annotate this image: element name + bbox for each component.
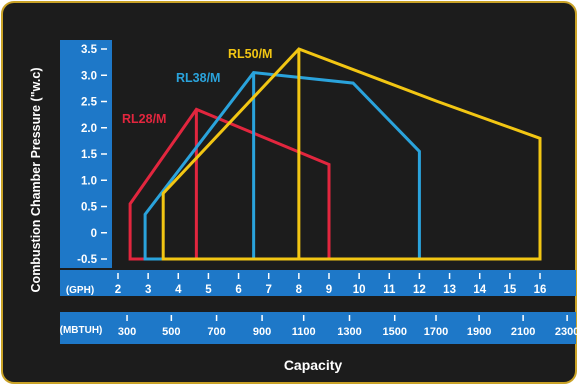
y-tick-label: 3.0 [81, 70, 97, 82]
x-tick-label: 10 [353, 284, 366, 296]
x-axis-title: Capacity [284, 357, 343, 373]
x2-tick-label: 1500 [382, 326, 406, 338]
x2-tick-label: 900 [253, 326, 271, 338]
x2-tick-label: 1700 [424, 326, 448, 338]
x2-tick-labels: 300 500 700 900 1100 1300 1500 1700 1900 2100 2300 [118, 315, 578, 338]
x2-axis-unit-label: (MBTUH) [60, 325, 103, 336]
y-tick-label: 1.0 [81, 175, 97, 187]
x-tick-label: 2 [115, 284, 121, 296]
series-outlines [128, 47, 542, 261]
x2-axis-band [60, 312, 576, 344]
x-tick-label: 7 [266, 284, 272, 296]
x-tick-label: 8 [296, 284, 303, 296]
x-tick-label: 3 [145, 284, 151, 296]
x-axis-band [60, 270, 576, 296]
x2-tick-label: 2300 [555, 326, 578, 338]
x-tick-label: 9 [326, 284, 332, 296]
x2-tick-label: 300 [118, 326, 136, 338]
series-outline-rl50m [161, 47, 542, 261]
y-tick-label: -0.5 [77, 254, 97, 266]
x2-tick-label: 2100 [511, 326, 535, 338]
y-tick-label: 0 [91, 228, 97, 240]
x-tick-label: 16 [534, 284, 547, 296]
x2-tick-label: 700 [207, 326, 225, 338]
x-tick-label: 12 [413, 284, 426, 296]
y-tick-label: 2.0 [81, 123, 97, 135]
x-tick-labels: 2 3 4 5 6 7 8 9 10 11 12 13 14 15 16 [115, 273, 547, 296]
x-tick-label: 14 [473, 284, 486, 296]
x-tick-label: 6 [235, 284, 241, 296]
y-tick-label: 2.5 [81, 97, 98, 109]
x2-tick-label: 1300 [337, 326, 361, 338]
series-label-rl50: RL50/M [228, 47, 272, 61]
y-tick-labels: 3.5 3.0 2.5 2.0 1.5 1.0 0.5 0 -0.5 [77, 44, 107, 266]
x-tick-label: 11 [383, 284, 396, 296]
x-tick-label: 15 [503, 284, 516, 296]
x-axis-unit-label: (GPH) [66, 285, 94, 296]
x2-tick-label: 1100 [292, 326, 316, 338]
y-axis-title: Combustion Chamber Pressure ("w.c) [29, 68, 43, 293]
y-tick-label: 1.5 [81, 149, 98, 161]
y-tick-label: 0.5 [81, 202, 98, 214]
x-tick-label: 5 [205, 284, 212, 296]
y-tick-label: 3.5 [81, 44, 98, 56]
series-label-rl28: RL28/M [122, 112, 166, 126]
series-label-rl38: RL38/M [176, 71, 220, 85]
x-tick-label: 13 [443, 284, 456, 296]
x2-tick-label: 500 [162, 326, 180, 338]
x2-tick-label: 1900 [467, 326, 491, 338]
x-tick-label: 4 [175, 284, 182, 296]
